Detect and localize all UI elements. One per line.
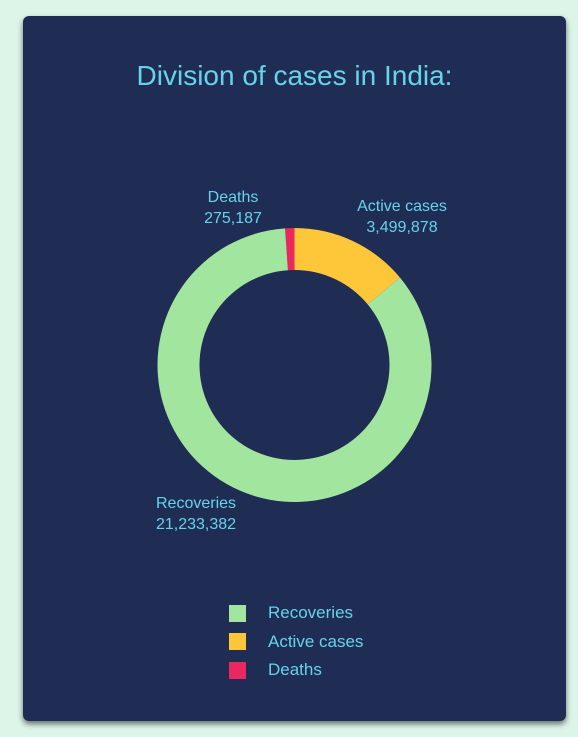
slice-labels: Recoveries 21,233,382 Active cases 3,499,87… bbox=[156, 189, 447, 533]
legend-swatch bbox=[229, 604, 246, 622]
slice-active-cases[interactable] bbox=[294, 228, 401, 305]
slice-label-value: 21,233,382 bbox=[156, 516, 236, 533]
slice-deaths[interactable] bbox=[285, 228, 295, 271]
legend-label: Active cases bbox=[268, 631, 364, 651]
legend-item-recoveries[interactable]: Recoveries bbox=[229, 599, 363, 628]
slice-label-recoveries: Recoveries 21,233,382 bbox=[156, 495, 236, 533]
slice-label-name: Active cases bbox=[357, 198, 447, 215]
slice-label-value: 3,499,878 bbox=[366, 219, 437, 236]
slice-recoveries[interactable] bbox=[157, 228, 432, 502]
legend-label: Deaths bbox=[268, 660, 322, 680]
legend-swatch bbox=[229, 661, 246, 679]
legend-item-active-cases[interactable]: Active cases bbox=[229, 628, 363, 657]
chart-card: Division of cases in India: Recoveries 21… bbox=[23, 16, 566, 721]
donut-chart: Recoveries 21,233,382 Active cases 3,499,87… bbox=[156, 189, 447, 533]
slice-label-name: Deaths bbox=[208, 189, 259, 206]
slice-label-name: Recoveries bbox=[156, 495, 236, 512]
slice-label-value: 275,187 bbox=[204, 210, 262, 227]
chart-legend: Recoveries Active cases Deaths bbox=[229, 599, 363, 685]
legend-swatch bbox=[229, 633, 246, 651]
slice-label-deaths: Deaths 275,187 bbox=[204, 189, 262, 227]
slice-label-active-cases: Active cases 3,499,878 bbox=[357, 198, 447, 236]
legend-label: Recoveries bbox=[268, 603, 354, 623]
donut-slices bbox=[157, 228, 432, 502]
legend-item-deaths[interactable]: Deaths bbox=[229, 656, 363, 685]
chart-title: Division of cases in India: bbox=[136, 60, 453, 91]
